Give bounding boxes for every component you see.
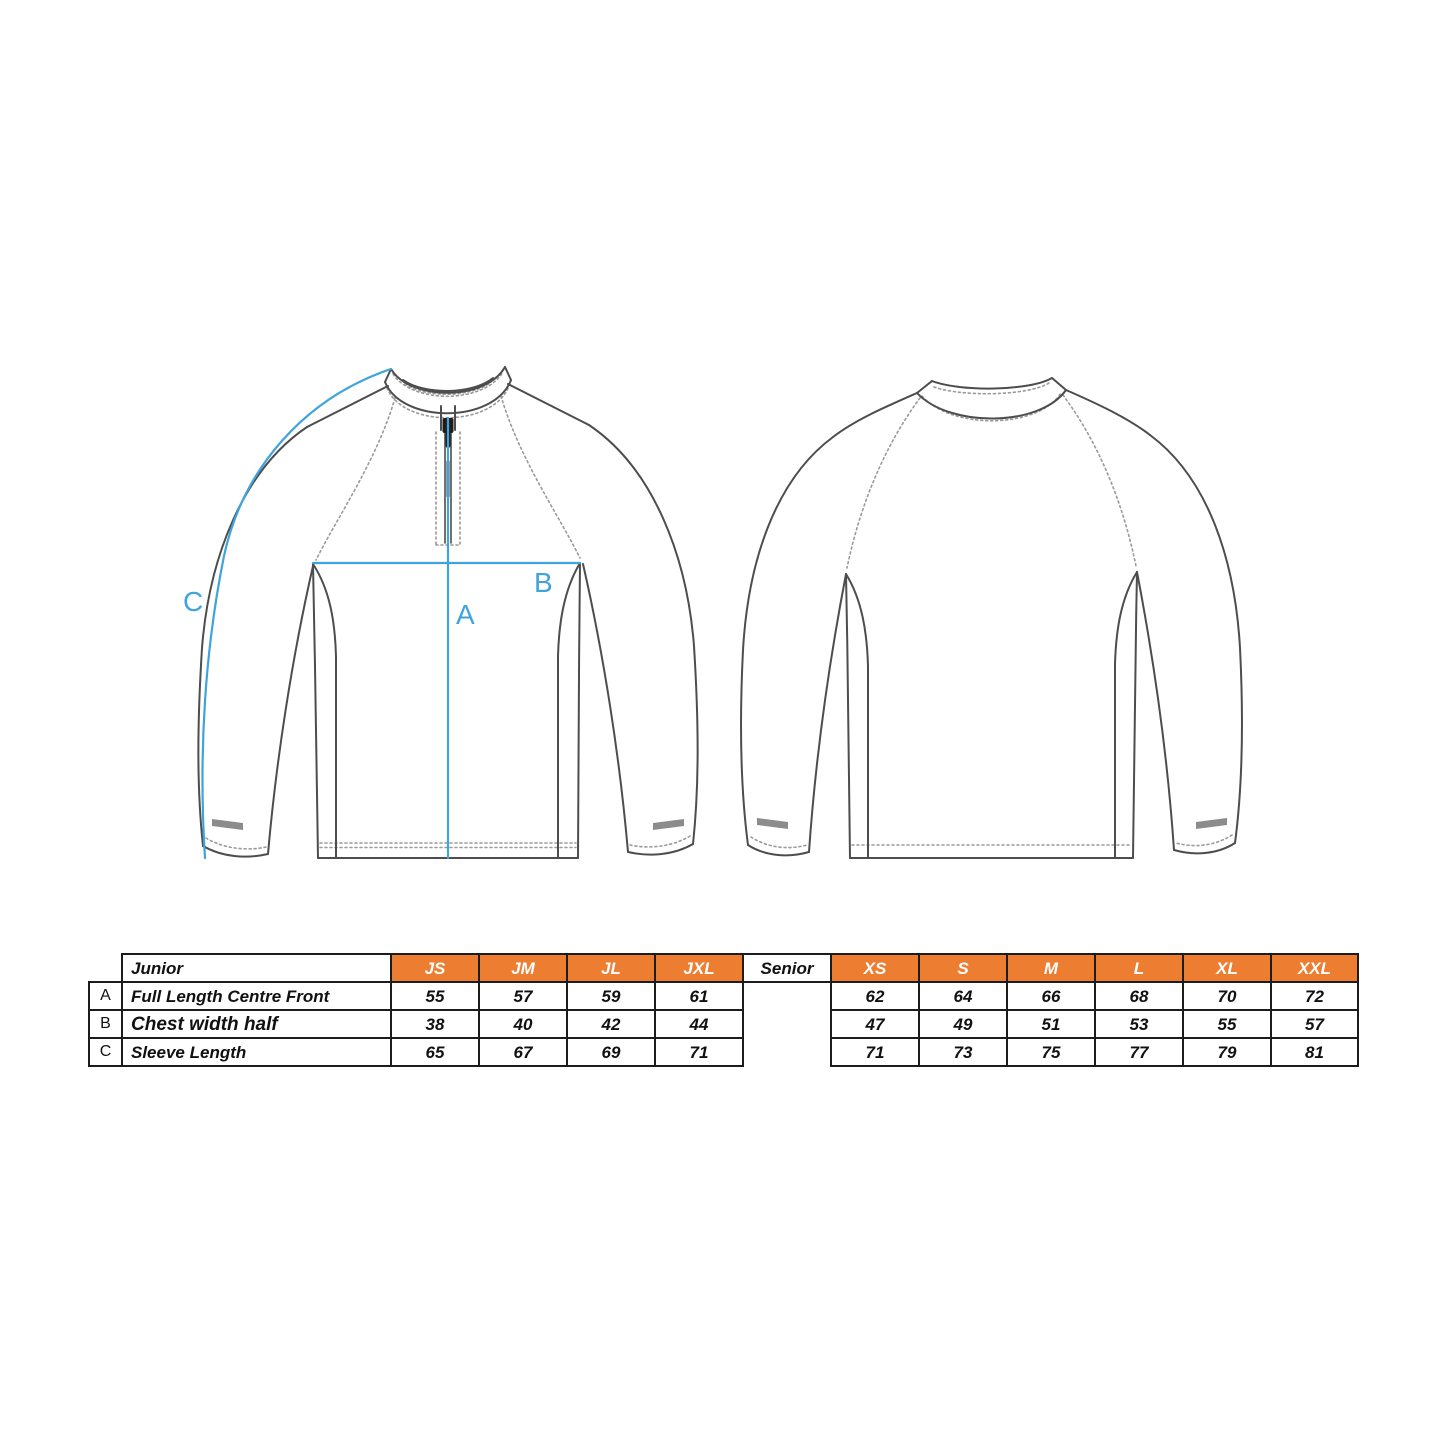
measurement-name: Chest width half — [121, 1009, 392, 1039]
senior-column-spacer — [743, 1038, 831, 1066]
back-stitch-lines — [750, 382, 1233, 849]
value-cell: 66 — [1006, 981, 1096, 1011]
front-garment-drawing: A B C — [183, 366, 699, 860]
value-cell: 59 — [566, 981, 656, 1011]
value-cell: 42 — [566, 1009, 656, 1039]
value-cell: 49 — [918, 1009, 1008, 1039]
senior-size-header-xs: XS — [830, 953, 920, 983]
measurement-line-c — [201, 367, 393, 860]
front-reflective-strips — [212, 819, 684, 830]
value-cell: 77 — [1094, 1037, 1184, 1067]
junior-size-header-jxl: JXL — [654, 953, 744, 983]
table-row-b: B Chest width half 38 40 42 44 47 49 51 … — [88, 1009, 1359, 1039]
value-cell: 53 — [1094, 1009, 1184, 1039]
measurement-lines: A B C — [183, 367, 582, 860]
value-cell: 38 — [390, 1009, 480, 1039]
senior-column-spacer — [743, 982, 831, 1010]
value-cell: 61 — [654, 981, 744, 1011]
value-cell: 72 — [1270, 981, 1359, 1011]
value-cell: 71 — [654, 1037, 744, 1067]
value-cell: 55 — [390, 981, 480, 1011]
junior-group-label: Junior — [121, 953, 392, 983]
junior-size-header-jm: JM — [478, 953, 568, 983]
measurement-label-c: C — [183, 586, 203, 617]
value-cell: 81 — [1270, 1037, 1359, 1067]
senior-size-header-l: L — [1094, 953, 1184, 983]
measurement-label-b: B — [534, 567, 553, 598]
measurement-name: Full Length Centre Front — [121, 981, 392, 1011]
value-cell: 70 — [1182, 981, 1272, 1011]
value-cell: 47 — [830, 1009, 920, 1039]
front-stitch-lines — [205, 371, 691, 850]
senior-size-header-s: S — [918, 953, 1008, 983]
value-cell: 51 — [1006, 1009, 1096, 1039]
value-cell: 73 — [918, 1037, 1008, 1067]
back-reflective-strips — [757, 818, 1227, 829]
table-row-c: C Sleeve Length 65 67 69 71 71 73 75 77 … — [88, 1037, 1359, 1067]
value-cell: 55 — [1182, 1009, 1272, 1039]
value-cell: 79 — [1182, 1037, 1272, 1067]
row-key: C — [88, 1037, 123, 1067]
value-cell: 68 — [1094, 981, 1184, 1011]
table-row-a: A Full Length Centre Front 55 57 59 61 6… — [88, 981, 1359, 1011]
value-cell: 65 — [390, 1037, 480, 1067]
value-cell: 57 — [1270, 1009, 1359, 1039]
measurement-label-a: A — [456, 599, 475, 630]
size-chart-table: Junior JS JM JL JXL Senior XS S M L XL X… — [88, 953, 1359, 1067]
senior-column-spacer — [743, 1010, 831, 1038]
senior-size-header-xxl: XXL — [1270, 953, 1359, 983]
value-cell: 57 — [478, 981, 568, 1011]
value-cell: 64 — [918, 981, 1008, 1011]
senior-size-header-xl: XL — [1182, 953, 1272, 983]
row-key: A — [88, 981, 123, 1011]
value-cell: 75 — [1006, 1037, 1096, 1067]
junior-size-header-js: JS — [390, 953, 480, 983]
value-cell: 69 — [566, 1037, 656, 1067]
value-cell: 62 — [830, 981, 920, 1011]
value-cell: 71 — [830, 1037, 920, 1067]
table-header-row: Junior JS JM JL JXL Senior XS S M L XL X… — [89, 953, 1359, 983]
back-outline — [739, 377, 1244, 859]
value-cell: 40 — [478, 1009, 568, 1039]
junior-size-header-jl: JL — [566, 953, 656, 983]
value-cell: 44 — [654, 1009, 744, 1039]
row-key: B — [88, 1009, 123, 1039]
measurement-name: Sleeve Length — [121, 1037, 392, 1067]
front-outline — [197, 366, 699, 859]
back-garment-drawing — [739, 377, 1244, 859]
senior-size-header-m: M — [1006, 953, 1096, 983]
value-cell: 67 — [478, 1037, 568, 1067]
header-spacer — [89, 954, 122, 982]
senior-group-label: Senior — [742, 953, 832, 983]
